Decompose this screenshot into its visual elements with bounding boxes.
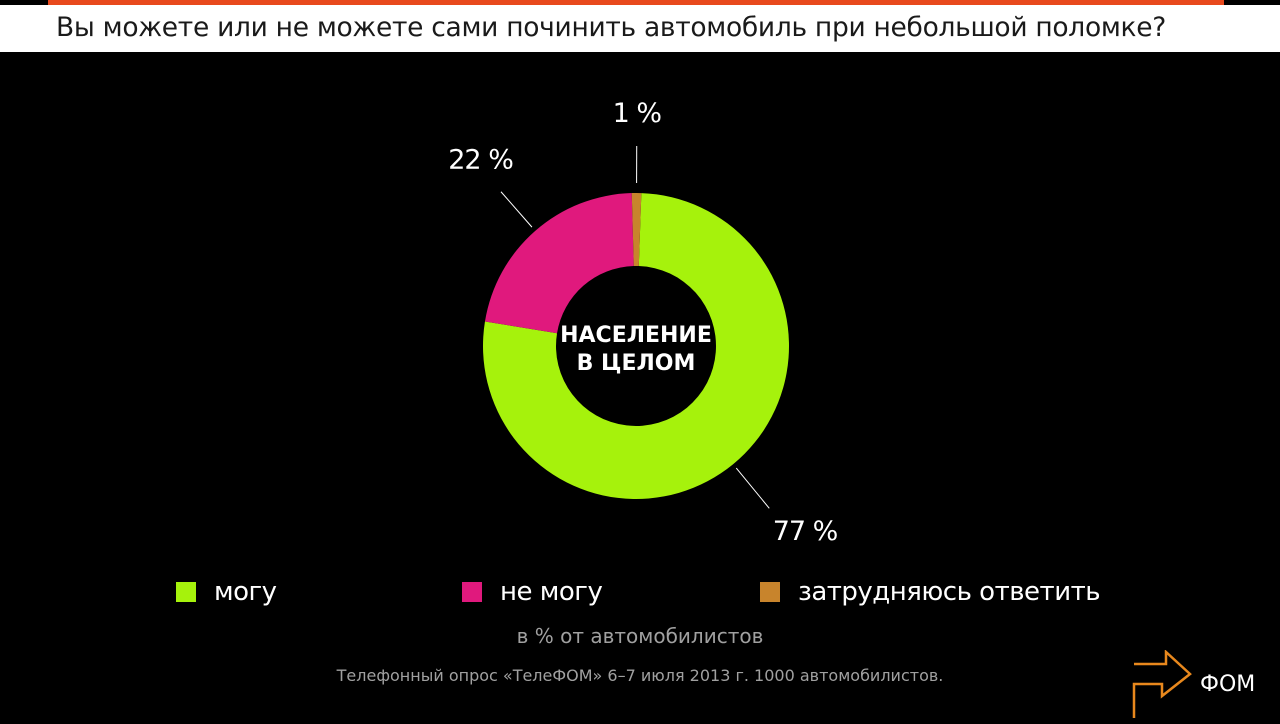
leader-line-ne-mogu — [501, 192, 532, 227]
legend-swatch-zatrudnyayus — [760, 582, 780, 602]
legend-item-ne-mogu: не могу — [462, 572, 602, 612]
data-label-ne-mogu: 22 % — [448, 144, 513, 175]
chart-legend: могу не могу затрудняюсь ответить — [0, 572, 1280, 612]
slice-ne-mogu — [485, 193, 634, 333]
data-label-zatrudnyayus: 1 % — [613, 98, 662, 129]
legend-label-mogu: могу — [214, 577, 277, 607]
unit-note: в % от автомобилистов — [0, 624, 1280, 648]
data-label-mogu: 77 % — [773, 516, 838, 547]
legend-label-zatrudnyayus: затрудняюсь ответить — [798, 577, 1100, 607]
center-label-line-2: В ЦЕЛОМ — [577, 351, 696, 376]
legend-label-ne-mogu: не могу — [500, 577, 602, 607]
legend-swatch-ne-mogu — [462, 582, 482, 602]
fom-logo-icon — [1132, 650, 1192, 720]
legend-swatch-mogu — [176, 582, 196, 602]
source-note: Телефонный опрос «ТелеФОМ» 6–7 июля 2013… — [0, 666, 1280, 685]
center-label-line-1: НАСЕЛЕНИЕ — [560, 323, 712, 348]
fom-logo: ФОМ — [1132, 650, 1262, 720]
legend-item-zatrudnyayus: затрудняюсь ответить — [760, 572, 1100, 612]
logo-text: ФОМ — [1200, 672, 1255, 697]
legend-item-mogu: могу — [176, 572, 277, 612]
leader-line-mogu — [736, 468, 769, 508]
